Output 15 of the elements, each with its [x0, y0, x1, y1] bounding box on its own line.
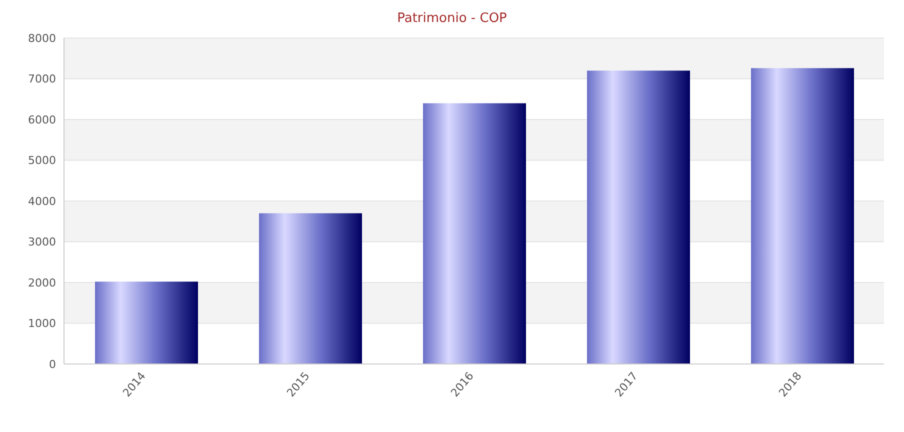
- y-tick-label: 8000: [28, 32, 56, 45]
- chart-title: Patrimonio - COP: [396, 10, 508, 28]
- bar: [587, 70, 690, 364]
- bar: [95, 282, 198, 364]
- y-tick-label: 3000: [28, 236, 56, 249]
- y-tick-label: 7000: [28, 72, 56, 86]
- y-tick-label: 4000: [28, 194, 56, 208]
- bar: [259, 213, 362, 364]
- y-tick-label: 6000: [28, 113, 56, 126]
- y-tick-label: 5000: [28, 154, 56, 168]
- y-tick-label: 1000: [28, 317, 56, 330]
- y-tick-label: 0: [49, 358, 56, 371]
- bar: [751, 68, 854, 364]
- y-tick-label: 2000: [28, 276, 56, 290]
- bar: [423, 103, 526, 364]
